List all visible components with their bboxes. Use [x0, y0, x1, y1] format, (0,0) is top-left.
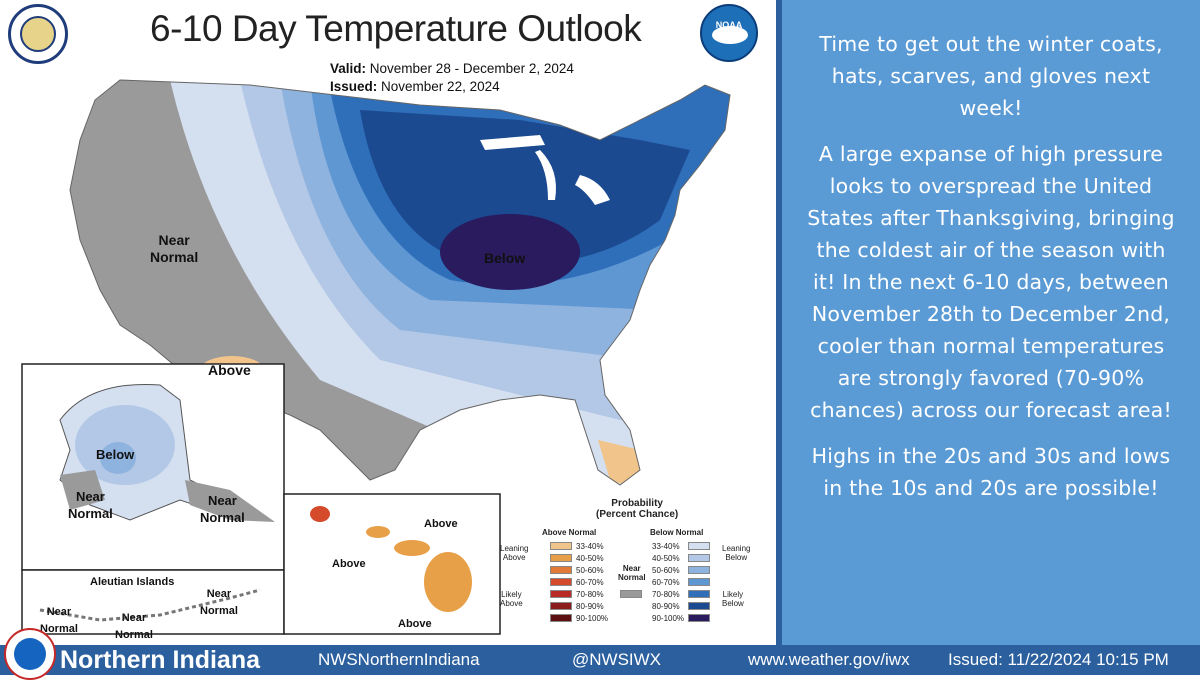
- panel-paragraph-2: A large expanse of high pressure looks t…: [807, 142, 1175, 422]
- panel-paragraph-3: Highs in the 20s and 30s and lows in the…: [811, 444, 1171, 500]
- footer-issued: Issued: 11/22/2024 10:15 PM: [948, 650, 1169, 669]
- message-panel: Time to get out the winter coats, hats, …: [782, 0, 1200, 645]
- footer-bar: Northern Indiana NWSNorthernIndiana @NWS…: [0, 645, 1200, 675]
- footer-twitter[interactable]: @NWSIWX: [572, 650, 662, 669]
- aleutian-near-normal-3: Near Normal: [200, 588, 238, 617]
- legend-above-range: 80-90%: [576, 602, 604, 611]
- footer-facebook[interactable]: NWSNorthernIndiana: [318, 650, 480, 669]
- noaa-logo: NOAA: [700, 4, 758, 62]
- nws-seal-logo: [4, 628, 56, 680]
- legend-above-swatch: [550, 542, 572, 550]
- legend-leaning-above: Leaning Above: [500, 544, 529, 562]
- legend-below-range: 90-100%: [652, 614, 685, 623]
- legend-above-swatch: [550, 578, 572, 586]
- legend-below-header: Below Normal: [650, 528, 704, 537]
- panel-paragraph-1: Time to get out the winter coats, hats, …: [819, 32, 1163, 120]
- outlook-map: NOAA 6-10 Day Temperature Outlook Valid:…: [8, 4, 774, 641]
- legend-below-swatch: [688, 566, 710, 574]
- legend-title: Probability (Percent Chance): [596, 498, 679, 520]
- legend-below-swatch: [688, 602, 710, 610]
- legend-near-normal-swatch: [620, 590, 642, 598]
- alaska-near-normal-east-label: Near Normal: [200, 493, 245, 525]
- legend-below-swatch: [688, 614, 710, 622]
- conus-map: [21, 79, 731, 635]
- alaska-near-normal-west-label: Near Normal: [68, 489, 113, 521]
- alaska-below-label: Below: [96, 447, 135, 462]
- near-normal-west-label: Near Normal: [150, 232, 199, 265]
- legend-below-range: 70-80%: [652, 590, 680, 599]
- probability-legend: Probability (Percent Chance) Above Norma…: [500, 496, 774, 636]
- legend-below-swatch: [688, 542, 710, 550]
- hawaii-above-2: Above: [332, 558, 366, 570]
- legend-above-range: 50-60%: [576, 566, 604, 575]
- valid-issued-dates: Valid: November 28 - December 2, 2024 Is…: [330, 61, 574, 94]
- legend-above-range: 70-80%: [576, 590, 604, 599]
- aleutian-title: Aleutian Islands: [90, 576, 175, 588]
- footer-website[interactable]: www.weather.gov/iwx: [748, 650, 910, 669]
- page-title: 6-10 Day Temperature Outlook: [150, 8, 642, 49]
- legend-above-header: Above Normal: [542, 528, 597, 537]
- legend-likely-above: Likely Above: [500, 590, 523, 608]
- legend-above-range: 33-40%: [576, 542, 604, 551]
- legend-likely-below: Likely Below: [722, 590, 744, 608]
- legend-below-range: 50-60%: [652, 566, 680, 575]
- above-southwest-label: Above: [208, 362, 251, 378]
- commerce-seal-logo: [8, 4, 68, 64]
- legend-near-normal: Near Normal: [618, 564, 646, 582]
- legend-above-swatch: [550, 590, 572, 598]
- legend-above-range: 60-70%: [576, 578, 604, 587]
- legend-below-range: 33-40%: [652, 542, 680, 551]
- legend-below-range: 40-50%: [652, 554, 680, 563]
- legend-above-swatch: [550, 602, 572, 610]
- legend-above-swatch: [550, 554, 572, 562]
- legend-above-range: 90-100%: [576, 614, 609, 623]
- legend-below-swatch: [688, 590, 710, 598]
- below-center-label: Below: [484, 250, 526, 266]
- hawaii-above-1: Above: [424, 518, 458, 530]
- legend-above-swatch: [550, 566, 572, 574]
- aleutian-near-normal-1: Near Normal: [40, 606, 78, 635]
- legend-below-range: 80-90%: [652, 602, 680, 611]
- aleutian-near-normal-2: Near Normal: [115, 612, 153, 641]
- legend-below-swatch: [688, 578, 710, 586]
- legend-below-swatch: [688, 554, 710, 562]
- divider: [776, 0, 782, 645]
- legend-leaning-below: Leaning Below: [722, 544, 751, 562]
- footer-brand: Northern Indiana: [60, 646, 261, 674]
- legend-above-range: 40-50%: [576, 554, 604, 563]
- legend-above-swatch: [550, 614, 572, 622]
- hawaii-above-3: Above: [398, 618, 432, 630]
- legend-below-range: 60-70%: [652, 578, 680, 587]
